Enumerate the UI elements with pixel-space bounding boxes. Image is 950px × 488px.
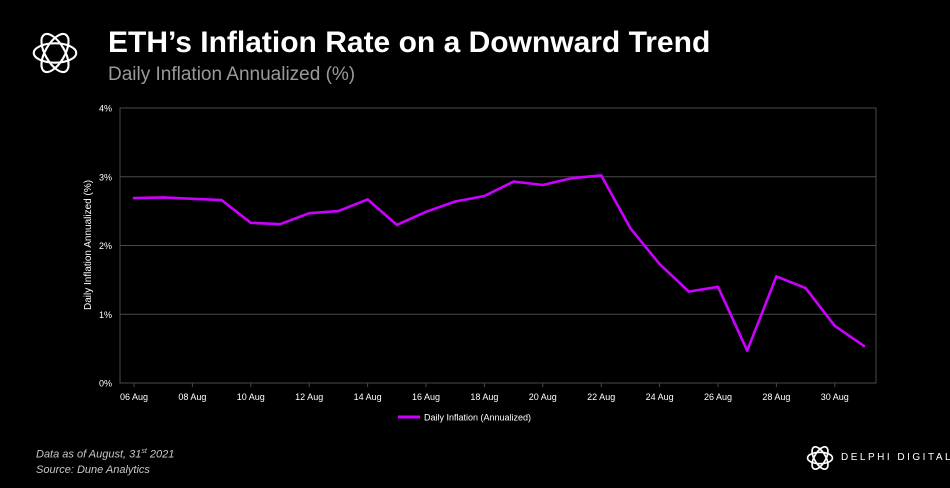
data-point	[629, 227, 632, 230]
x-tick-label: 30 Aug	[821, 392, 849, 402]
x-tick-label: 08 Aug	[178, 392, 206, 402]
data-date-note: Data as of August, 31st 2021	[36, 444, 174, 463]
x-tick-label: 10 Aug	[237, 392, 265, 402]
source-note: Source: Dune Analytics	[36, 463, 150, 476]
legend: Daily Inflation (Annualized)	[398, 413, 531, 423]
x-tick-label: 24 Aug	[646, 392, 674, 402]
y-tick-label: 4%	[99, 104, 112, 114]
chart-title: ETH’s Inflation Rate on a Downward Trend	[108, 26, 711, 59]
x-tick-label: 18 Aug	[470, 392, 498, 402]
data-point	[249, 221, 252, 225]
data-point	[483, 194, 486, 198]
data-point	[687, 290, 690, 293]
data-point	[162, 196, 165, 199]
delphi-logo-icon	[806, 445, 834, 471]
data-point	[278, 222, 282, 226]
data-point	[395, 223, 398, 227]
x-tick-label: 26 Aug	[704, 392, 732, 402]
footer-note: Data as of August, 31st 2021 Source: Dun…	[36, 444, 174, 478]
data-point	[570, 176, 574, 180]
x-tick-label: 20 Aug	[529, 392, 557, 402]
y-tick-label: 0%	[99, 379, 112, 389]
y-tick-label: 1%	[99, 310, 112, 320]
brand-name: DELPHI DIGITAL	[841, 452, 950, 463]
data-date-superscript: st	[141, 448, 147, 455]
x-tick-label: 06 Aug	[120, 392, 148, 402]
data-point	[132, 196, 136, 200]
series-line	[132, 174, 866, 353]
chart-subtitle: Daily Inflation Annualized (%)	[108, 64, 356, 85]
data-point	[337, 209, 340, 213]
x-tick-label: 28 Aug	[762, 392, 790, 402]
data-point	[541, 183, 544, 187]
data-point	[716, 285, 720, 288]
data-point	[454, 200, 457, 203]
data-point	[424, 210, 428, 214]
legend-label: Daily Inflation (Annualized)	[424, 413, 531, 423]
data-point	[600, 174, 603, 177]
x-tick-label: 22 Aug	[587, 392, 615, 402]
data-point	[191, 197, 194, 200]
data-point	[746, 349, 749, 352]
x-tick-label: 12 Aug	[295, 392, 323, 402]
x-tick-label: 14 Aug	[354, 392, 382, 402]
series-layer	[132, 174, 866, 353]
gridlines	[119, 107, 877, 384]
data-point	[220, 198, 223, 202]
axes: 0% 1% 2% 3% 4% 06 Aug 08 Aug 10 Aug 12 Aug 14 Aug…	[99, 104, 849, 403]
data-point	[804, 286, 807, 290]
data-point	[366, 198, 369, 201]
data-point	[775, 275, 778, 278]
y-tick-label: 2%	[99, 241, 112, 251]
x-tick-label: 16 Aug	[412, 392, 440, 402]
brand-logo: DELPHI DIGITAL	[803, 438, 950, 478]
circular-knot-logo-icon	[32, 32, 78, 74]
data-point	[862, 344, 866, 348]
data-point	[308, 211, 311, 215]
data-date-suffix: 2021	[146, 448, 175, 461]
y-axis-label: Daily Inflation Annualized (%)	[83, 180, 94, 310]
data-point	[658, 262, 661, 266]
y-tick-label: 3%	[99, 172, 112, 182]
data-point	[512, 180, 515, 183]
data-point	[833, 324, 836, 328]
data-date-prefix: Data as of August, 31	[36, 448, 142, 461]
